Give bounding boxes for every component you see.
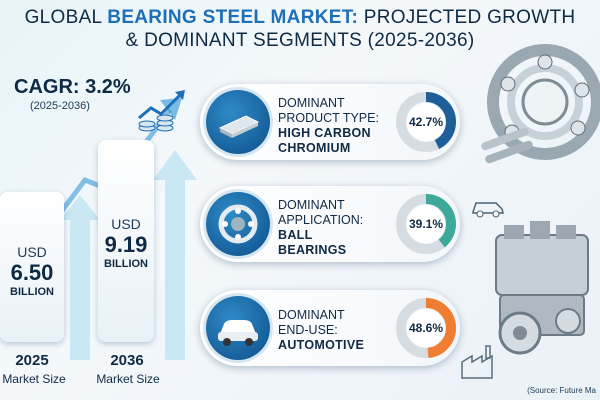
- engine-illustration: [495, 221, 589, 355]
- segment-value: AUTOMOTIVE: [278, 338, 365, 352]
- donut-application: 39.1%: [396, 194, 456, 254]
- segment-category: END-USE:: [278, 323, 338, 337]
- suv-icon: [472, 202, 504, 218]
- source-note: (Source: Future Ma: [527, 386, 596, 395]
- segment-card-end-use: DOMINANT END-USE: AUTOMOTIVE 48.6%: [200, 290, 460, 366]
- market-bar-2025: USD 6.50 BILLION: [0, 192, 64, 342]
- trend-coins-icon: [138, 90, 185, 132]
- cagr-period: (2025-2036): [30, 100, 90, 112]
- cagr-label: CAGR: 3.2%: [14, 76, 131, 98]
- page-title: GLOBAL BEARING STEEL MARKET: PROJECTED G…: [24, 7, 576, 51]
- bar-caption-2025: Market Size: [2, 372, 66, 386]
- percent-label: 39.1%: [409, 217, 443, 231]
- bar-currency: USD: [17, 244, 47, 260]
- bar-value: 9.19: [104, 232, 148, 257]
- bearing-icon: [206, 192, 270, 256]
- segment-label: DOMINANT: [278, 198, 345, 212]
- donut-product-type: 42.7%: [396, 92, 456, 152]
- market-bar-2036: USD 9.19 BILLION: [98, 140, 154, 342]
- bar-year-2025: 2025: [15, 352, 49, 369]
- segment-value-cont: CHROMIUM: [278, 141, 351, 155]
- segment-value-cont: BEARINGS: [278, 243, 347, 257]
- segment-label: DOMINANT: [278, 96, 345, 110]
- percent-label: 48.6%: [409, 321, 443, 335]
- bar-year-2036: 2036: [110, 352, 144, 369]
- bearing-illustration: [481, 44, 600, 164]
- segment-category: APPLICATION:: [278, 213, 364, 227]
- segment-label: DOMINANT: [278, 308, 345, 322]
- steel-bar-icon: [206, 90, 270, 154]
- segment-value: BALL: [278, 228, 313, 242]
- segment-value: HIGH CARBON: [278, 126, 371, 140]
- factory-icon: [461, 345, 493, 379]
- segment-category: PRODUCT TYPE:: [278, 111, 379, 125]
- donut-arc: [396, 92, 456, 152]
- segment-card-application: DOMINANT APPLICATION: BALL BEARINGS 39.1…: [200, 186, 460, 262]
- bar-value: 6.50: [10, 260, 54, 285]
- bar-caption-2036: Market Size: [96, 372, 160, 386]
- donut-arc: [396, 194, 456, 254]
- donut-end-use: 48.6%: [396, 298, 456, 358]
- segment-card-product-type: DOMINANT PRODUCT TYPE: HIGH CARBON CHROM…: [200, 84, 460, 160]
- bar-unit: BILLION: [104, 258, 148, 270]
- bar-unit: BILLION: [10, 286, 54, 298]
- bar-currency: USD: [111, 216, 141, 232]
- percent-label: 42.7%: [409, 115, 443, 129]
- donut-arc: [396, 298, 456, 358]
- car-icon: [206, 296, 270, 360]
